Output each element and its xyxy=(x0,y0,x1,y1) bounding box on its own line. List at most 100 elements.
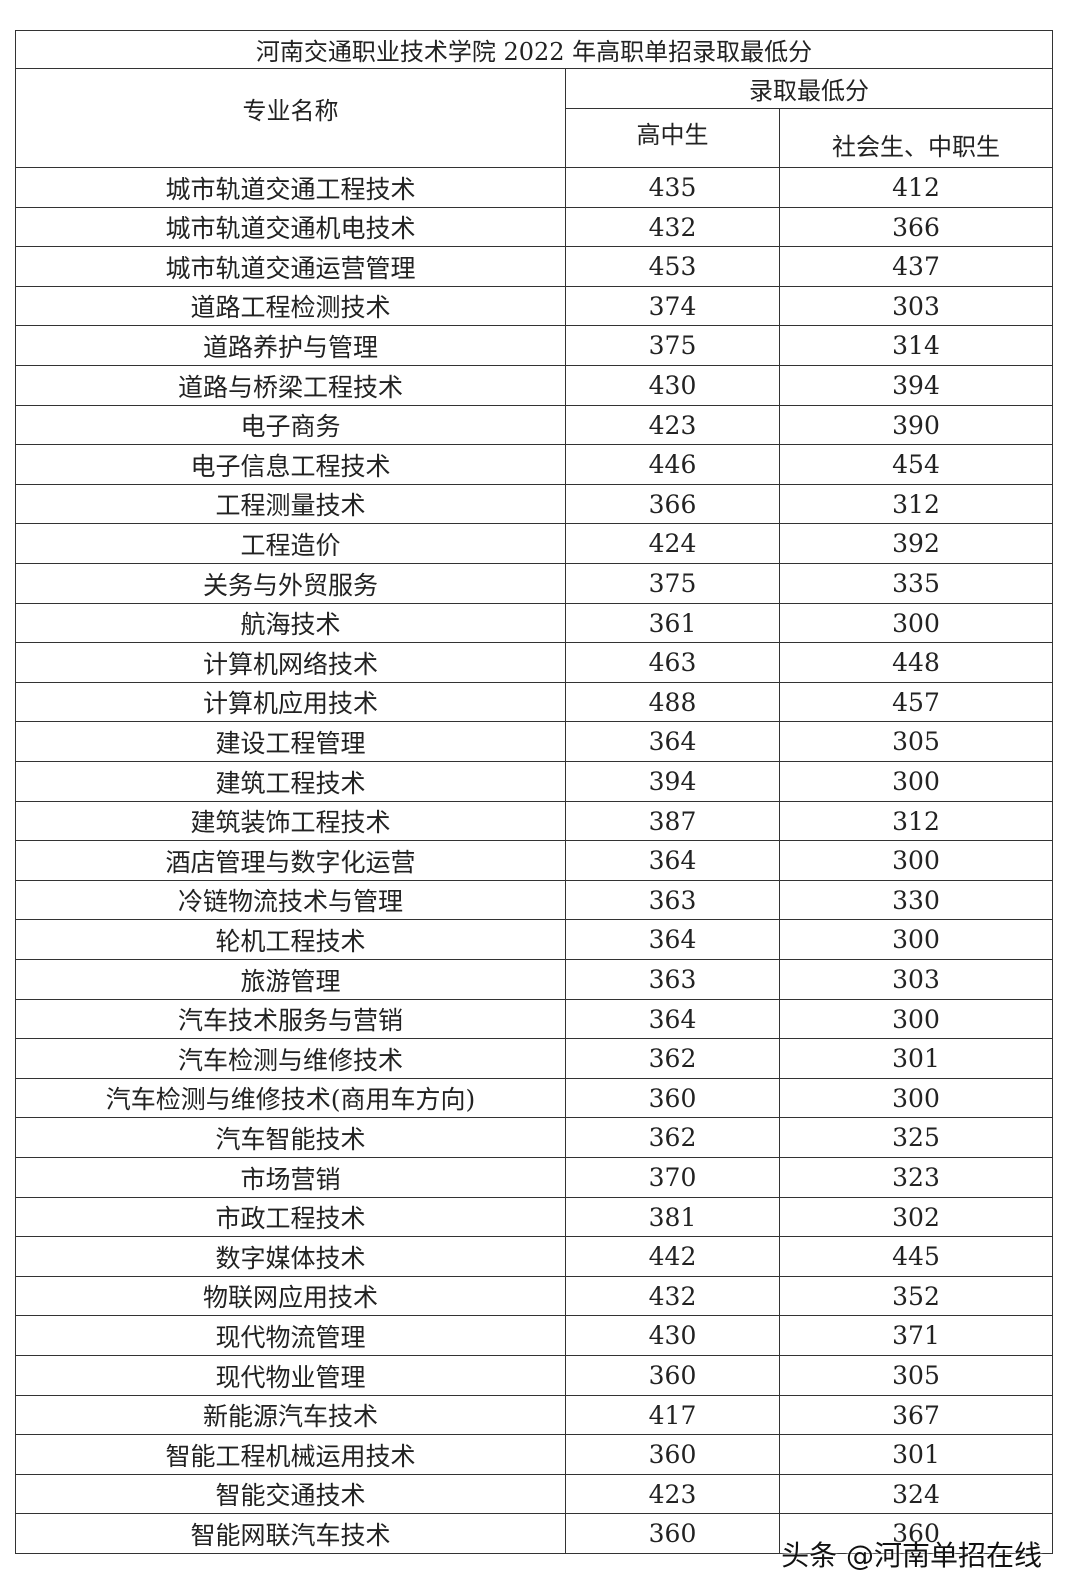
min-score: 453 xyxy=(565,246,780,287)
major-name: 智能工程机械运用技术 xyxy=(15,1434,566,1475)
min-score: 300 xyxy=(779,840,1053,881)
min-score: 305 xyxy=(779,721,1053,762)
min-score: 312 xyxy=(779,484,1053,524)
min-score: 417 xyxy=(565,1395,780,1435)
min-score: 303 xyxy=(779,959,1053,1000)
major-name: 城市轨道交通运营管理 xyxy=(15,246,566,287)
major-name: 工程测量技术 xyxy=(15,484,566,524)
min-score: 370 xyxy=(565,1157,780,1198)
min-score: 448 xyxy=(779,642,1053,683)
min-score: 360 xyxy=(565,1434,780,1475)
min-score: 301 xyxy=(779,1038,1053,1079)
major-name: 市场营销 xyxy=(15,1157,566,1198)
min-score: 371 xyxy=(779,1315,1053,1356)
min-score: 324 xyxy=(779,1474,1053,1514)
major-name: 城市轨道交通工程技术 xyxy=(15,167,566,208)
min-score: 423 xyxy=(565,1474,780,1514)
min-score: 412 xyxy=(779,167,1053,208)
min-score: 457 xyxy=(779,682,1053,722)
major-name: 电子商务 xyxy=(15,405,566,445)
min-score: 424 xyxy=(565,523,780,564)
min-score: 360 xyxy=(779,1513,1053,1554)
major-name: 道路与桥梁工程技术 xyxy=(15,365,566,406)
major-name: 计算机应用技术 xyxy=(15,682,566,722)
min-score: 364 xyxy=(565,721,780,762)
min-score: 330 xyxy=(779,880,1053,920)
min-score: 360 xyxy=(565,1513,780,1554)
major-name: 物联网应用技术 xyxy=(15,1276,566,1316)
min-score: 423 xyxy=(565,405,780,445)
min-score: 390 xyxy=(779,405,1053,445)
min-score: 300 xyxy=(779,761,1053,802)
min-score: 361 xyxy=(565,603,780,643)
min-score: 301 xyxy=(779,1434,1053,1475)
min-score: 364 xyxy=(565,999,780,1039)
major-name: 汽车技术服务与营销 xyxy=(15,999,566,1039)
min-score: 430 xyxy=(565,365,780,406)
major-name: 新能源汽车技术 xyxy=(15,1395,566,1435)
min-score: 442 xyxy=(565,1236,780,1277)
min-score: 374 xyxy=(565,286,780,326)
major-name: 城市轨道交通机电技术 xyxy=(15,207,566,247)
min-score: 364 xyxy=(565,840,780,881)
min-score: 394 xyxy=(565,761,780,802)
min-score: 300 xyxy=(779,919,1053,960)
header-col: 高中生 xyxy=(565,108,780,168)
min-score: 367 xyxy=(779,1395,1053,1435)
min-score: 463 xyxy=(565,642,780,683)
major-name: 建筑装饰工程技术 xyxy=(15,801,566,841)
min-score: 323 xyxy=(779,1157,1053,1198)
min-score: 335 xyxy=(779,563,1053,604)
min-score: 362 xyxy=(565,1038,780,1079)
min-score: 454 xyxy=(779,444,1053,485)
min-score: 437 xyxy=(779,246,1053,287)
min-score: 445 xyxy=(779,1236,1053,1277)
header-major: 专业名称 xyxy=(15,68,566,168)
min-score: 352 xyxy=(779,1276,1053,1316)
min-score: 488 xyxy=(565,682,780,722)
min-score: 360 xyxy=(565,1355,780,1396)
major-name: 建设工程管理 xyxy=(15,721,566,762)
min-score: 300 xyxy=(779,603,1053,643)
table-title: 河南交通职业技术学院 2022 年高职单招录取最低分 xyxy=(15,30,1053,69)
min-score: 392 xyxy=(779,523,1053,564)
min-score: 432 xyxy=(565,1276,780,1316)
min-score: 303 xyxy=(779,286,1053,326)
min-score: 300 xyxy=(779,1078,1053,1118)
min-score: 446 xyxy=(565,444,780,485)
min-score: 375 xyxy=(565,325,780,366)
min-score: 435 xyxy=(565,167,780,208)
major-name: 冷链物流技术与管理 xyxy=(15,880,566,920)
min-score: 362 xyxy=(565,1117,780,1158)
min-score: 387 xyxy=(565,801,780,841)
major-name: 轮机工程技术 xyxy=(15,919,566,960)
major-name: 现代物业管理 xyxy=(15,1355,566,1396)
major-name: 道路工程检测技术 xyxy=(15,286,566,326)
major-name: 道路养护与管理 xyxy=(15,325,566,366)
min-score: 363 xyxy=(565,880,780,920)
min-score: 375 xyxy=(565,563,780,604)
min-score: 381 xyxy=(565,1197,780,1237)
watermark: 头条 @河南单招在线 xyxy=(781,1539,1042,1572)
major-name: 现代物流管理 xyxy=(15,1315,566,1356)
min-score: 305 xyxy=(779,1355,1053,1396)
major-name: 关务与外贸服务 xyxy=(15,563,566,604)
min-score: 363 xyxy=(565,959,780,1000)
min-score: 314 xyxy=(779,325,1053,366)
major-name: 航海技术 xyxy=(15,603,566,643)
major-name: 汽车智能技术 xyxy=(15,1117,566,1158)
major-name: 智能网联汽车技术 xyxy=(15,1513,566,1554)
major-name: 市政工程技术 xyxy=(15,1197,566,1237)
min-score: 312 xyxy=(779,801,1053,841)
major-name: 汽车检测与维修技术(商用车方向) xyxy=(15,1078,566,1118)
header-col: 社会生、中职生 xyxy=(779,108,1053,168)
major-name: 建筑工程技术 xyxy=(15,761,566,802)
major-name: 汽车检测与维修技术 xyxy=(15,1038,566,1079)
min-score: 364 xyxy=(565,919,780,960)
min-score: 432 xyxy=(565,207,780,247)
min-score: 325 xyxy=(779,1117,1053,1158)
major-name: 电子信息工程技术 xyxy=(15,444,566,485)
major-name: 智能交通技术 xyxy=(15,1474,566,1514)
header-group: 录取最低分 xyxy=(565,68,1053,109)
major-name: 数字媒体技术 xyxy=(15,1236,566,1277)
